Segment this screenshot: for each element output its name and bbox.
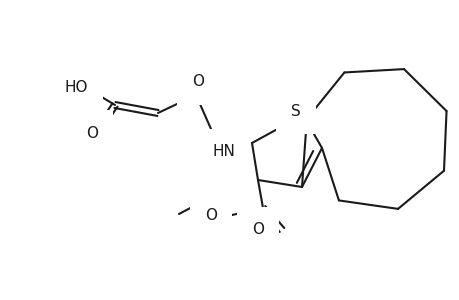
Text: S: S	[291, 103, 300, 118]
Text: HO: HO	[64, 80, 88, 95]
Text: HN: HN	[213, 145, 235, 160]
Text: O: O	[86, 125, 98, 140]
Text: O: O	[205, 208, 217, 223]
Text: O: O	[252, 223, 263, 238]
Text: O: O	[191, 74, 203, 89]
